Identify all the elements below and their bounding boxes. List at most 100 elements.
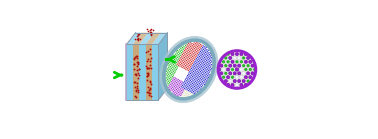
- Circle shape: [233, 72, 236, 75]
- Circle shape: [197, 42, 198, 44]
- Circle shape: [177, 93, 178, 95]
- Point: [133, 74, 139, 77]
- Circle shape: [192, 90, 193, 91]
- Polygon shape: [127, 44, 133, 100]
- Circle shape: [175, 61, 176, 62]
- Circle shape: [244, 52, 248, 56]
- Circle shape: [190, 49, 191, 51]
- Circle shape: [179, 90, 180, 92]
- Circle shape: [200, 53, 202, 54]
- Circle shape: [206, 67, 207, 68]
- Circle shape: [177, 91, 178, 92]
- Circle shape: [200, 85, 201, 87]
- Circle shape: [181, 55, 182, 57]
- Circle shape: [186, 91, 187, 92]
- Circle shape: [202, 74, 203, 75]
- Circle shape: [169, 69, 170, 70]
- Circle shape: [166, 78, 167, 79]
- Circle shape: [182, 91, 184, 92]
- Circle shape: [182, 81, 183, 83]
- Circle shape: [231, 76, 234, 78]
- Point: [132, 73, 138, 75]
- Circle shape: [193, 57, 194, 58]
- Circle shape: [194, 73, 195, 74]
- Circle shape: [184, 90, 186, 91]
- Circle shape: [192, 83, 193, 84]
- Circle shape: [194, 44, 195, 46]
- Circle shape: [175, 63, 177, 64]
- Circle shape: [171, 70, 173, 72]
- Circle shape: [210, 58, 212, 60]
- Point: [145, 58, 151, 60]
- Circle shape: [170, 75, 172, 76]
- Circle shape: [201, 72, 203, 73]
- Circle shape: [179, 87, 180, 88]
- Circle shape: [238, 64, 241, 67]
- Point: [145, 91, 151, 93]
- Circle shape: [185, 69, 186, 70]
- Circle shape: [167, 75, 168, 76]
- Circle shape: [186, 76, 187, 78]
- Point: [150, 29, 156, 32]
- Circle shape: [170, 80, 171, 81]
- Circle shape: [196, 47, 198, 49]
- Circle shape: [210, 65, 211, 67]
- Point: [131, 58, 137, 60]
- Circle shape: [176, 85, 177, 87]
- Circle shape: [168, 76, 170, 77]
- Circle shape: [189, 71, 191, 72]
- Point: [144, 71, 150, 74]
- Circle shape: [191, 70, 193, 71]
- Circle shape: [183, 46, 184, 47]
- Circle shape: [193, 74, 194, 76]
- Point: [144, 67, 150, 69]
- Circle shape: [203, 52, 204, 54]
- Circle shape: [192, 66, 193, 68]
- Circle shape: [171, 57, 172, 59]
- Circle shape: [196, 42, 197, 43]
- Circle shape: [183, 93, 184, 94]
- Circle shape: [201, 52, 202, 53]
- Circle shape: [188, 70, 189, 71]
- Circle shape: [199, 65, 201, 66]
- Point: [131, 68, 137, 70]
- Circle shape: [187, 77, 189, 78]
- Circle shape: [226, 68, 229, 71]
- Circle shape: [188, 90, 189, 91]
- Point: [136, 74, 142, 77]
- Circle shape: [175, 53, 177, 54]
- Circle shape: [170, 70, 171, 71]
- Circle shape: [192, 94, 193, 95]
- Circle shape: [207, 51, 208, 52]
- Circle shape: [197, 46, 198, 47]
- Circle shape: [199, 59, 200, 61]
- Circle shape: [187, 55, 188, 56]
- Circle shape: [249, 68, 251, 71]
- Circle shape: [227, 61, 229, 63]
- Circle shape: [199, 63, 200, 64]
- Circle shape: [203, 72, 204, 74]
- Circle shape: [194, 52, 195, 53]
- Circle shape: [187, 89, 188, 90]
- Circle shape: [194, 82, 195, 84]
- Circle shape: [194, 93, 195, 94]
- Circle shape: [183, 66, 184, 67]
- Circle shape: [174, 77, 175, 78]
- Point: [135, 77, 141, 79]
- Circle shape: [177, 88, 178, 89]
- Circle shape: [191, 54, 192, 55]
- Circle shape: [206, 63, 207, 64]
- Circle shape: [166, 71, 167, 72]
- Circle shape: [182, 88, 183, 90]
- Circle shape: [191, 61, 192, 62]
- Circle shape: [176, 55, 177, 56]
- Circle shape: [195, 43, 196, 44]
- Circle shape: [170, 59, 172, 60]
- Circle shape: [193, 91, 194, 92]
- Circle shape: [184, 84, 185, 85]
- Circle shape: [220, 64, 223, 67]
- Circle shape: [196, 89, 197, 90]
- Circle shape: [203, 56, 204, 57]
- Circle shape: [205, 75, 206, 77]
- Circle shape: [174, 66, 175, 67]
